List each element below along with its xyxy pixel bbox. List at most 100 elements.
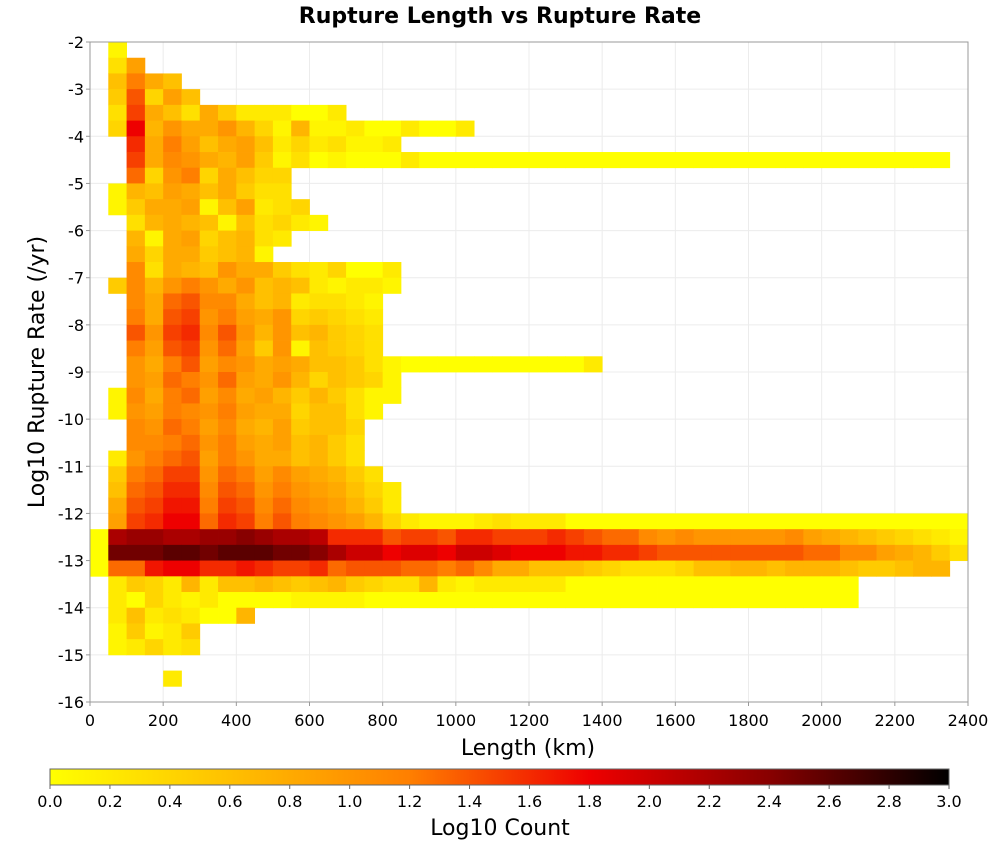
heatmap-cell — [547, 576, 566, 593]
heatmap-cell — [364, 340, 384, 357]
heatmap-cell — [602, 544, 621, 561]
heatmap-cell — [711, 529, 731, 546]
heatmap-cell — [108, 277, 127, 294]
heatmap-cell — [272, 340, 292, 357]
heatmap-cell — [218, 434, 237, 451]
heatmap-cell — [272, 560, 292, 577]
heatmap-cell — [894, 529, 914, 546]
heatmap-cell — [711, 592, 731, 609]
heatmap-cell — [199, 120, 219, 137]
heatmap-cell — [766, 544, 786, 561]
x-tick-label: 0 — [85, 711, 95, 730]
heatmap-cell — [858, 560, 877, 577]
heatmap-cell — [364, 152, 384, 169]
heatmap-cell — [346, 450, 365, 467]
heatmap-cell — [346, 592, 365, 609]
heatmap-cell — [638, 592, 658, 609]
heatmap-cell — [510, 356, 530, 373]
heatmap-cell — [565, 152, 585, 169]
heatmap-cell — [327, 560, 347, 577]
heatmap-cell — [199, 356, 219, 373]
heatmap-cell — [419, 513, 438, 530]
heatmap-cell — [236, 152, 256, 169]
heatmap-cell — [181, 434, 201, 451]
heatmap-cell — [163, 89, 182, 106]
heatmap-cell — [218, 136, 237, 153]
heatmap-cell — [419, 529, 438, 546]
heatmap-cell — [766, 560, 786, 577]
heatmap-cell — [437, 576, 457, 593]
heatmap-cell — [218, 230, 237, 247]
heatmap-cell — [181, 513, 201, 530]
heatmap-cell — [254, 372, 274, 389]
heatmap-cell — [236, 340, 256, 357]
heatmap-cell — [272, 387, 292, 404]
heatmap-cell — [181, 214, 201, 231]
x-tick-label: 400 — [221, 711, 252, 730]
heatmap-cell — [291, 513, 310, 530]
heatmap-cell — [254, 544, 274, 561]
heatmap-cell — [108, 576, 127, 593]
heatmap-cell — [913, 544, 932, 561]
heatmap-cell — [236, 136, 256, 153]
heatmap-cell — [693, 560, 713, 577]
heatmap-cell — [163, 120, 182, 137]
heatmap-cell — [346, 497, 365, 514]
heatmap-cell — [272, 277, 292, 294]
heatmap-cell — [144, 167, 164, 184]
heatmap-cell — [126, 372, 146, 389]
heatmap-cell — [327, 309, 347, 326]
heatmap-cell — [126, 560, 146, 577]
heatmap-cell — [236, 529, 256, 546]
heatmap-cell — [565, 560, 585, 577]
heatmap-cell — [309, 262, 329, 279]
heatmap-cell — [602, 513, 621, 530]
heatmap-cell — [272, 497, 292, 514]
heatmap-cell — [657, 592, 676, 609]
heatmap-cell — [254, 324, 274, 341]
heatmap-cell — [529, 544, 548, 561]
heatmap-cell — [254, 513, 274, 530]
heatmap-cell — [163, 497, 182, 514]
heatmap-cell — [181, 277, 201, 294]
heatmap-cell — [236, 560, 256, 577]
heatmap-cell — [163, 324, 182, 341]
heatmap-cell — [785, 544, 804, 561]
heatmap-cell — [291, 497, 310, 514]
heatmap-cell — [437, 529, 457, 546]
heatmap-cell — [547, 592, 566, 609]
heatmap-cell — [913, 152, 932, 169]
heatmap-cell — [181, 607, 201, 624]
heatmap-cell — [199, 136, 219, 153]
heatmap-cell — [711, 513, 731, 530]
colorbar-tick-label: 2.0 — [637, 792, 662, 811]
heatmap-cell — [144, 450, 164, 467]
heatmap-cell — [364, 576, 384, 593]
heatmap-cell — [839, 560, 859, 577]
heatmap-cell — [309, 592, 329, 609]
heatmap-cell — [163, 419, 182, 436]
heatmap-cell — [163, 262, 182, 279]
heatmap-cell — [547, 513, 566, 530]
heatmap-cell — [126, 607, 146, 624]
heatmap-cell — [163, 560, 182, 577]
heatmap-cell — [236, 403, 256, 420]
heatmap-cell — [144, 372, 164, 389]
heatmap-cell — [382, 277, 402, 294]
heatmap-cell — [620, 513, 640, 530]
heatmap-cell — [236, 120, 256, 137]
heatmap-cell — [236, 293, 256, 310]
x-tick-label: 1000 — [435, 711, 476, 730]
heatmap-cell — [126, 529, 146, 546]
heatmap-cell — [126, 73, 146, 90]
heatmap-cell — [163, 340, 182, 357]
heatmap-cell — [218, 309, 237, 326]
heatmap-cell — [108, 183, 127, 200]
heatmap-cell — [455, 544, 475, 561]
heatmap-cell — [675, 513, 695, 530]
heatmap-cell — [163, 434, 182, 451]
heatmap-cell — [821, 529, 841, 546]
heatmap-cell — [949, 544, 969, 561]
heatmap-cell — [474, 560, 493, 577]
heatmap-cell — [108, 560, 127, 577]
